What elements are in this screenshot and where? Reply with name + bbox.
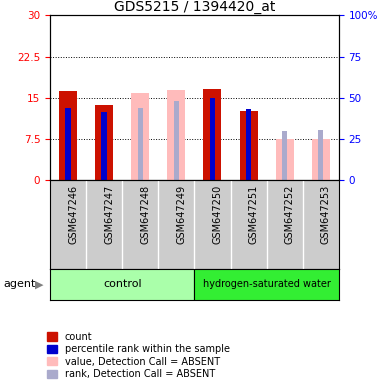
Text: control: control: [103, 279, 142, 289]
Bar: [95, 105, 113, 180]
Bar: [312, 139, 330, 180]
Bar: [174, 101, 179, 180]
Bar: [239, 111, 258, 180]
Text: ▶: ▶: [35, 279, 43, 289]
Bar: [59, 91, 77, 180]
Title: GDS5215 / 1394420_at: GDS5215 / 1394420_at: [114, 0, 275, 14]
Bar: [318, 130, 323, 180]
Bar: [131, 93, 149, 180]
Bar: [194, 269, 339, 300]
Text: hydrogen-saturated water: hydrogen-saturated water: [203, 279, 331, 289]
Text: agent: agent: [4, 279, 36, 289]
Bar: [50, 269, 194, 300]
Bar: [282, 131, 287, 180]
Text: GSM647252: GSM647252: [285, 185, 295, 244]
Bar: [203, 89, 221, 180]
Text: GSM647249: GSM647249: [176, 185, 186, 244]
Text: GSM647251: GSM647251: [249, 185, 259, 244]
Bar: [102, 112, 107, 180]
Bar: [210, 98, 215, 180]
Bar: [276, 139, 294, 180]
Text: GSM647246: GSM647246: [68, 185, 78, 244]
Text: GSM647253: GSM647253: [321, 185, 331, 244]
Text: GSM647247: GSM647247: [104, 185, 114, 244]
Text: GSM647248: GSM647248: [140, 185, 150, 244]
Legend: count, percentile rank within the sample, value, Detection Call = ABSENT, rank, : count, percentile rank within the sample…: [47, 332, 230, 379]
Bar: [167, 90, 186, 180]
Text: GSM647250: GSM647250: [213, 185, 223, 244]
Bar: [137, 108, 143, 180]
Bar: [65, 108, 71, 180]
Bar: [246, 109, 251, 180]
